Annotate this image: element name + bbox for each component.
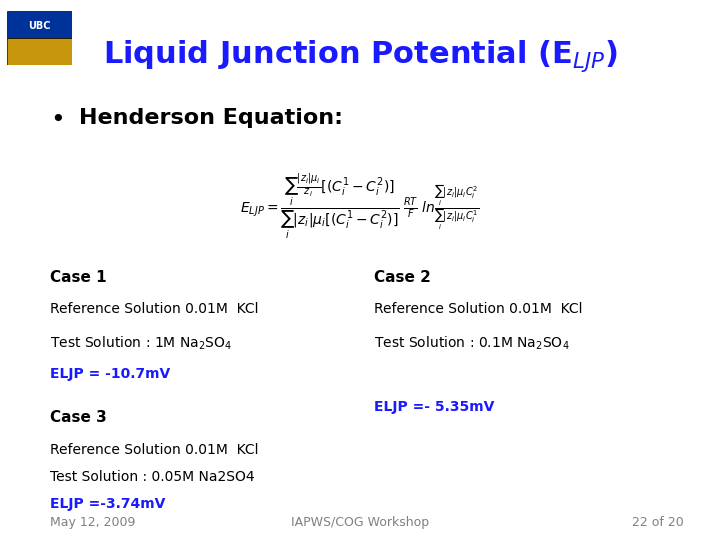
Text: ELJP = -10.7mV: ELJP = -10.7mV — [50, 367, 171, 381]
Text: 22 of 20: 22 of 20 — [632, 516, 684, 529]
Text: $E_{LJP} = \dfrac{\sum_i \frac{|z_i|\mu_i}{z_i}[(C_i^1 - C_i^2)]}{\sum_i |z_i|\m: $E_{LJP} = \dfrac{\sum_i \frac{|z_i|\mu_… — [240, 173, 480, 241]
Text: Test Solution : 0.1M Na$_2$SO$_4$: Test Solution : 0.1M Na$_2$SO$_4$ — [374, 335, 570, 352]
Text: ELJP =- 5.35mV: ELJP =- 5.35mV — [374, 400, 495, 414]
Text: ELJP =-3.74mV: ELJP =-3.74mV — [50, 497, 166, 511]
Text: Test Solution : 1M Na$_2$SO$_4$: Test Solution : 1M Na$_2$SO$_4$ — [50, 335, 233, 352]
Text: Reference Solution 0.01M  KCl: Reference Solution 0.01M KCl — [50, 302, 259, 316]
Text: Case 1: Case 1 — [50, 270, 107, 285]
Text: Case 3: Case 3 — [50, 410, 107, 426]
FancyBboxPatch shape — [7, 11, 72, 38]
Text: May 12, 2009: May 12, 2009 — [50, 516, 136, 529]
Text: Liquid Junction Potential (E$_{LJP}$): Liquid Junction Potential (E$_{LJP}$) — [102, 38, 618, 73]
Text: Reference Solution 0.01M  KCl: Reference Solution 0.01M KCl — [374, 302, 583, 316]
Text: Reference Solution 0.01M  KCl: Reference Solution 0.01M KCl — [50, 443, 259, 457]
Text: •: • — [50, 108, 65, 132]
FancyBboxPatch shape — [7, 38, 72, 65]
Text: Case 2: Case 2 — [374, 270, 431, 285]
Text: UBC: UBC — [28, 21, 51, 31]
Text: IAPWS/COG Workshop: IAPWS/COG Workshop — [291, 516, 429, 529]
Text: Test Solution : 0.05M Na2SO4: Test Solution : 0.05M Na2SO4 — [50, 470, 255, 484]
Text: Henderson Equation:: Henderson Equation: — [79, 108, 343, 128]
